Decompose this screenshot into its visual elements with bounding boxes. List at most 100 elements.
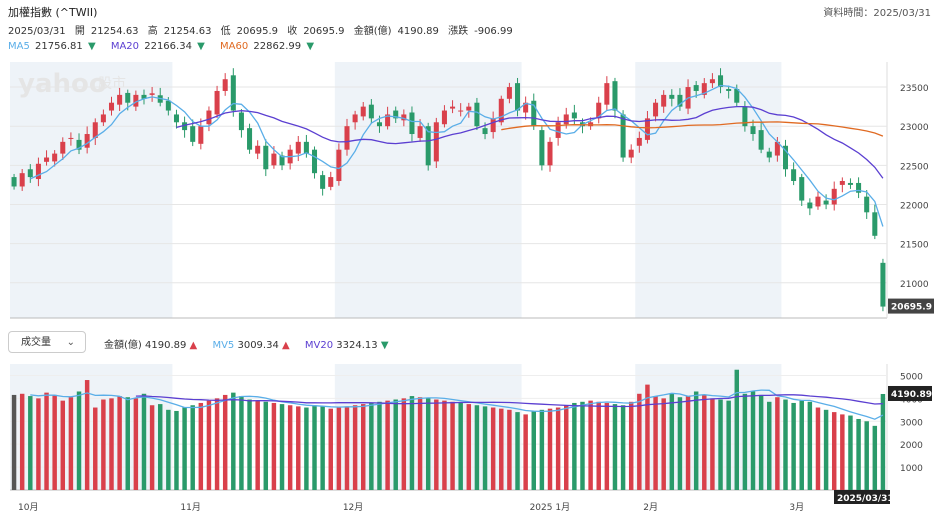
volume-bar: [734, 369, 740, 490]
candle-body: [612, 81, 618, 111]
ma20-arrow-icon: ▼: [197, 41, 205, 52]
candle-body: [190, 126, 196, 142]
candle-body: [255, 145, 261, 154]
volume-bar: [434, 399, 439, 490]
candle-body: [498, 98, 504, 123]
ma5-value: 21756.81: [35, 41, 83, 52]
volume-bar: [693, 391, 699, 490]
candle-body: [376, 122, 382, 127]
last-price-text: 20695.9: [891, 303, 932, 313]
candle: [190, 119, 196, 147]
volume-bar: [182, 407, 187, 490]
candle: [474, 97, 480, 131]
volume-bar: [76, 391, 82, 490]
volume-bar: [263, 401, 269, 490]
candle-body: [466, 106, 472, 111]
candle: [872, 204, 878, 240]
candle-body: [523, 102, 529, 113]
candle: [11, 173, 17, 190]
candle-body: [247, 128, 253, 150]
candle: [693, 81, 699, 98]
open-value: 21254.63: [90, 26, 139, 37]
candle: [636, 131, 642, 153]
candle: [799, 173, 805, 206]
candle-body: [807, 202, 813, 209]
svg-text:yahoo: yahoo: [18, 69, 107, 99]
candle: [352, 110, 358, 130]
candle: [295, 135, 301, 162]
volume-bar: [856, 418, 861, 490]
volume-bar: [604, 402, 610, 490]
candle-body: [709, 79, 715, 84]
candle-body: [417, 126, 423, 138]
month-shade: [334, 62, 522, 318]
candle-body: [669, 94, 675, 99]
candle: [92, 118, 98, 145]
volume-bar: [190, 405, 195, 490]
volume-bar: [320, 406, 325, 490]
candle: [222, 73, 228, 96]
volume-bar: [750, 391, 756, 490]
candle: [100, 109, 106, 126]
volume-bar: [742, 393, 748, 490]
ma20-label: MA20: [110, 41, 140, 52]
volume-bar: [393, 399, 398, 490]
volume-bar: [710, 398, 715, 490]
volume-bar: [823, 409, 829, 490]
candle-body: [68, 137, 74, 139]
candle: [344, 118, 350, 156]
volume-bar: [68, 397, 74, 490]
mv5-label: MV5: [212, 340, 235, 351]
candle-body: [571, 112, 577, 119]
candle: [831, 181, 837, 211]
candle: [726, 85, 732, 99]
month-shade: [635, 364, 782, 490]
candle-body: [133, 94, 139, 107]
volume-bar: [28, 396, 33, 490]
candle: [515, 77, 521, 117]
candle: [758, 122, 764, 154]
candle-body: [433, 122, 439, 162]
mv20-line: [135, 394, 883, 408]
month-shade: [334, 364, 522, 490]
indicator-select[interactable]: 成交量 ⌄: [8, 331, 86, 353]
candle-body: [360, 106, 366, 117]
candle-body: [271, 153, 277, 166]
volume-tick-label: 2000: [900, 441, 923, 451]
volume-bar: [11, 394, 17, 490]
candle-body: [579, 122, 586, 127]
candle: [742, 101, 748, 132]
volume-bar: [458, 402, 463, 490]
indicator-select-value: 成交量: [21, 337, 51, 348]
mv5-line: [30, 389, 884, 420]
candle-body: [628, 149, 634, 158]
candle: [506, 82, 512, 104]
candle: [68, 132, 74, 146]
volume-bar: [466, 404, 472, 490]
last-volume-tag: [888, 385, 932, 401]
candle: [709, 73, 715, 88]
candle-body: [125, 92, 131, 103]
candle-body: [409, 112, 415, 135]
volume-bar: [198, 402, 204, 490]
yahoo-watermark: yahoo 股市: [18, 69, 126, 99]
month-label: 2月: [643, 502, 658, 513]
amount-value: 4190.89: [397, 26, 439, 37]
candle: [644, 111, 650, 144]
candle-body: [620, 114, 626, 158]
candle: [108, 96, 115, 116]
ma20-value: 22166.34: [144, 41, 192, 52]
candle-body: [701, 83, 707, 95]
volume-bar: [572, 402, 577, 490]
candle: [547, 137, 553, 172]
volume-bar: [417, 397, 423, 490]
quote-info: 2025/03/31 開 21254.63 高 21254.63 低 20695.9 …: [8, 22, 519, 37]
price-tick-label: 21500: [900, 241, 929, 251]
volume-bar: [328, 408, 333, 490]
candle-body: [368, 104, 374, 119]
candle-body: [311, 149, 318, 174]
candle-body: [11, 177, 17, 187]
candle: [230, 68, 236, 117]
volume-bar: [166, 409, 171, 490]
